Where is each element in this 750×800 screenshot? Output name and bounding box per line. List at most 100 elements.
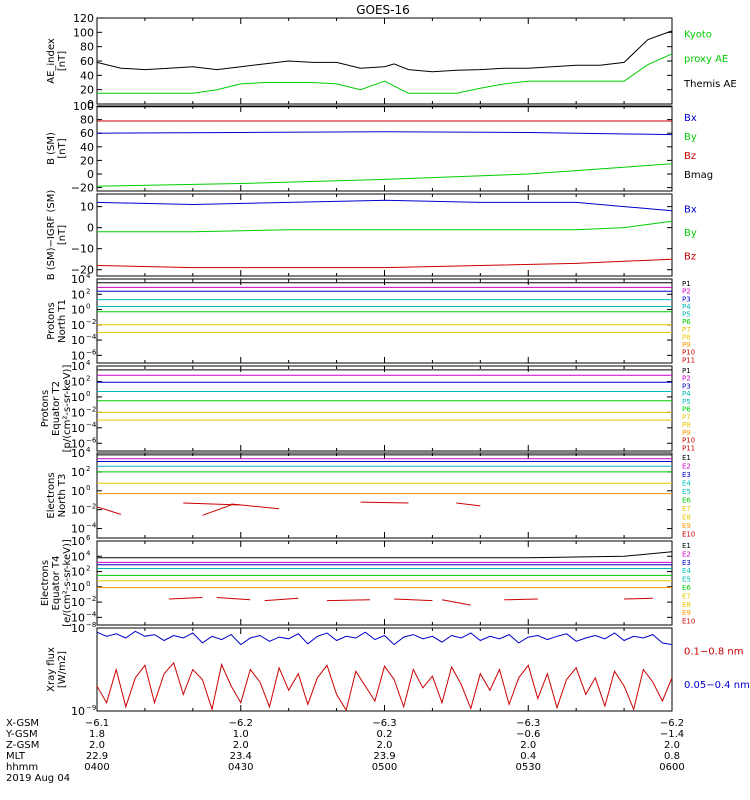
channel-label-p11: P11 — [682, 444, 695, 452]
y-tick-label: 20 — [80, 84, 94, 97]
y-tick-label: 10 — [71, 705, 85, 718]
y-tick-exponent: 2 — [86, 465, 90, 473]
plot-title: GOES-16 — [356, 3, 410, 17]
y-tick-exponent: −2 — [86, 405, 96, 413]
y-tick-label: 10 — [71, 288, 85, 301]
series-line-0-1-0-8-nm — [96, 661, 673, 712]
legend-0-05-0-4-nm: 0.05−0.4 nm — [684, 680, 750, 691]
y-tick-exponent: −2 — [86, 318, 96, 326]
series-line-bz — [96, 258, 673, 269]
channel-label-p3: P3 — [682, 382, 691, 390]
y-tick-exponent: 0 — [86, 484, 90, 492]
data-fragment — [394, 598, 433, 602]
channel-label-p1: P1 — [682, 367, 691, 375]
series-line-themis-ae — [96, 30, 673, 73]
ephemeris-value: −1.4 — [660, 729, 684, 740]
ephemeris-value: 1.0 — [233, 729, 249, 740]
channel-label-p9: P9 — [682, 429, 691, 437]
ephemeris-row-label: Y-GSM — [5, 729, 38, 740]
y-tick-label: 10 — [71, 406, 85, 419]
channel-label-e8: E8 — [682, 601, 691, 609]
y-tick-label: 10 — [71, 447, 85, 460]
ephemeris-value: 2.0 — [664, 740, 680, 751]
channel-label-p7: P7 — [682, 326, 691, 334]
data-fragment — [441, 599, 471, 606]
y-tick-label: 10 — [71, 581, 85, 594]
series-line-bx — [96, 131, 673, 136]
channel-label-e3: E3 — [682, 471, 691, 479]
ephemeris-value: 0400 — [84, 762, 109, 773]
y-tick-label: 40 — [80, 141, 94, 154]
y-axis-label: North T1 — [57, 299, 68, 343]
y-tick-label: 60 — [80, 55, 94, 68]
ephemeris-value: 0430 — [228, 762, 253, 773]
ephemeris-value: −6.2 — [660, 718, 684, 729]
y-tick-label: 10 — [71, 596, 85, 609]
ephemeris-value: 1.8 — [89, 729, 105, 740]
legend-kyoto: Kyoto — [684, 30, 712, 41]
data-fragment — [624, 597, 653, 600]
panel-frame — [96, 627, 673, 712]
channel-label-p5: P5 — [682, 398, 691, 406]
data-fragment — [202, 504, 232, 516]
legend-by: By — [684, 228, 697, 239]
y-tick-exponent: 0 — [86, 580, 90, 588]
y-tick-exponent: 0 — [86, 390, 90, 398]
ephemeris-value: −6.2 — [229, 718, 253, 729]
y-tick-label: 0 — [87, 98, 94, 111]
y-tick-exponent: −2 — [86, 595, 96, 603]
y-axis-label: North T3 — [57, 474, 68, 518]
y-tick-label: 10 — [71, 485, 85, 498]
y-tick-label: 10 — [71, 304, 85, 317]
channel-label-e1: E1 — [682, 454, 691, 462]
y-tick-exponent: 4 — [86, 272, 91, 280]
ephemeris-value: 2.0 — [377, 740, 393, 751]
y-tick-exponent: 4 — [86, 549, 91, 557]
channel-label-e7: E7 — [682, 505, 691, 513]
y-tick-label: 10 — [71, 466, 85, 479]
y-tick-label: 10 — [71, 273, 85, 286]
y-axis-label: Protons — [46, 302, 57, 339]
legend-proxy-ae: proxy AE — [684, 54, 728, 65]
channel-label-p2: P2 — [682, 288, 691, 296]
y-tick-label: 10 — [71, 622, 85, 635]
ephemeris-value: 0.4 — [520, 751, 536, 762]
data-fragment — [183, 502, 241, 506]
y-tick-exponent: −8 — [86, 621, 96, 629]
y-tick-label: −20 — [71, 182, 94, 195]
y-tick-exponent: −4 — [86, 333, 97, 341]
y-tick-exponent: 2 — [86, 374, 90, 382]
y-axis-label: Electrons — [40, 560, 51, 606]
y-tick-exponent: −2 — [86, 503, 96, 511]
legend-0-1-0-8-nm: 0.1−0.8 nm — [684, 647, 743, 658]
y-tick-label: 10 — [71, 375, 85, 388]
ephemeris-row-label: X-GSM — [6, 718, 39, 729]
legend-bz: Bz — [684, 252, 696, 263]
panel-frame — [96, 365, 673, 452]
y-axis-label: B (SM) — [46, 132, 57, 165]
panel-frame — [96, 193, 673, 277]
y-tick-label: 10 — [71, 611, 85, 624]
date-label: 2019 Aug 04 — [6, 773, 70, 784]
y-tick-label: 80 — [80, 41, 94, 54]
channel-label-e2: E2 — [682, 550, 691, 558]
y-tick-exponent: 2 — [86, 565, 90, 573]
ephemeris-value: −6.1 — [85, 718, 109, 729]
ephemeris-value: −6.3 — [516, 718, 540, 729]
y-tick-exponent: −9 — [86, 704, 96, 712]
channel-label-e6: E6 — [682, 497, 691, 505]
y-tick-label: 0 — [87, 168, 94, 181]
series-line-kyoto-proxy-ae — [97, 53, 673, 94]
y-tick-label: 10 — [71, 504, 85, 517]
y-tick-label: 10 — [71, 566, 85, 579]
channel-label-p6: P6 — [682, 406, 691, 414]
data-fragment — [456, 502, 481, 507]
channel-label-p3: P3 — [682, 295, 691, 303]
channel-label-e5: E5 — [682, 488, 691, 496]
y-tick-label: −20 — [71, 264, 94, 277]
data-fragment — [504, 598, 538, 601]
panel-frame — [96, 105, 673, 192]
